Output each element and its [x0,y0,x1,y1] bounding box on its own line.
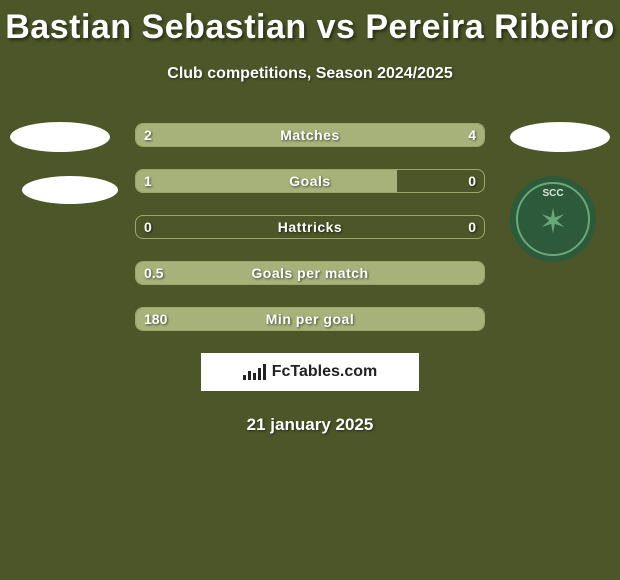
star-icon: ✶ [539,205,568,239]
value-right: 0 [468,173,476,189]
footer-date: 21 january 2025 [0,415,620,435]
metrics-chart: 2Matches41Goals00Hattricks00.5Goals per … [135,123,485,331]
bars-icon [243,364,266,380]
metric-label: Hattricks [136,219,484,235]
crest-left-bottom [22,176,118,204]
metric-row: 180Min per goal [135,307,485,331]
brand-text: FcTables.com [272,363,378,381]
badge-inner: SCC ✶ [516,182,590,256]
value-right: 4 [468,127,476,143]
page-subtitle: Club competitions, Season 2024/2025 [0,65,620,83]
metric-row: 2Matches4 [135,123,485,147]
page-title: Bastian Sebastian vs Pereira Ribeiro [0,0,620,47]
crest-left-top [10,122,110,152]
metric-label: Goals per match [136,265,484,281]
crest-right-badge: SCC ✶ [510,176,596,262]
footer-brand: FcTables.com [201,353,419,391]
badge-text: SCC [542,188,563,199]
value-right: 0 [468,219,476,235]
metric-label: Goals [136,173,484,189]
metric-label: Matches [136,127,484,143]
metric-row: 0Hattricks0 [135,215,485,239]
metric-row: 0.5Goals per match [135,261,485,285]
crest-right-top [510,122,610,152]
metric-row: 1Goals0 [135,169,485,193]
metric-label: Min per goal [136,311,484,327]
